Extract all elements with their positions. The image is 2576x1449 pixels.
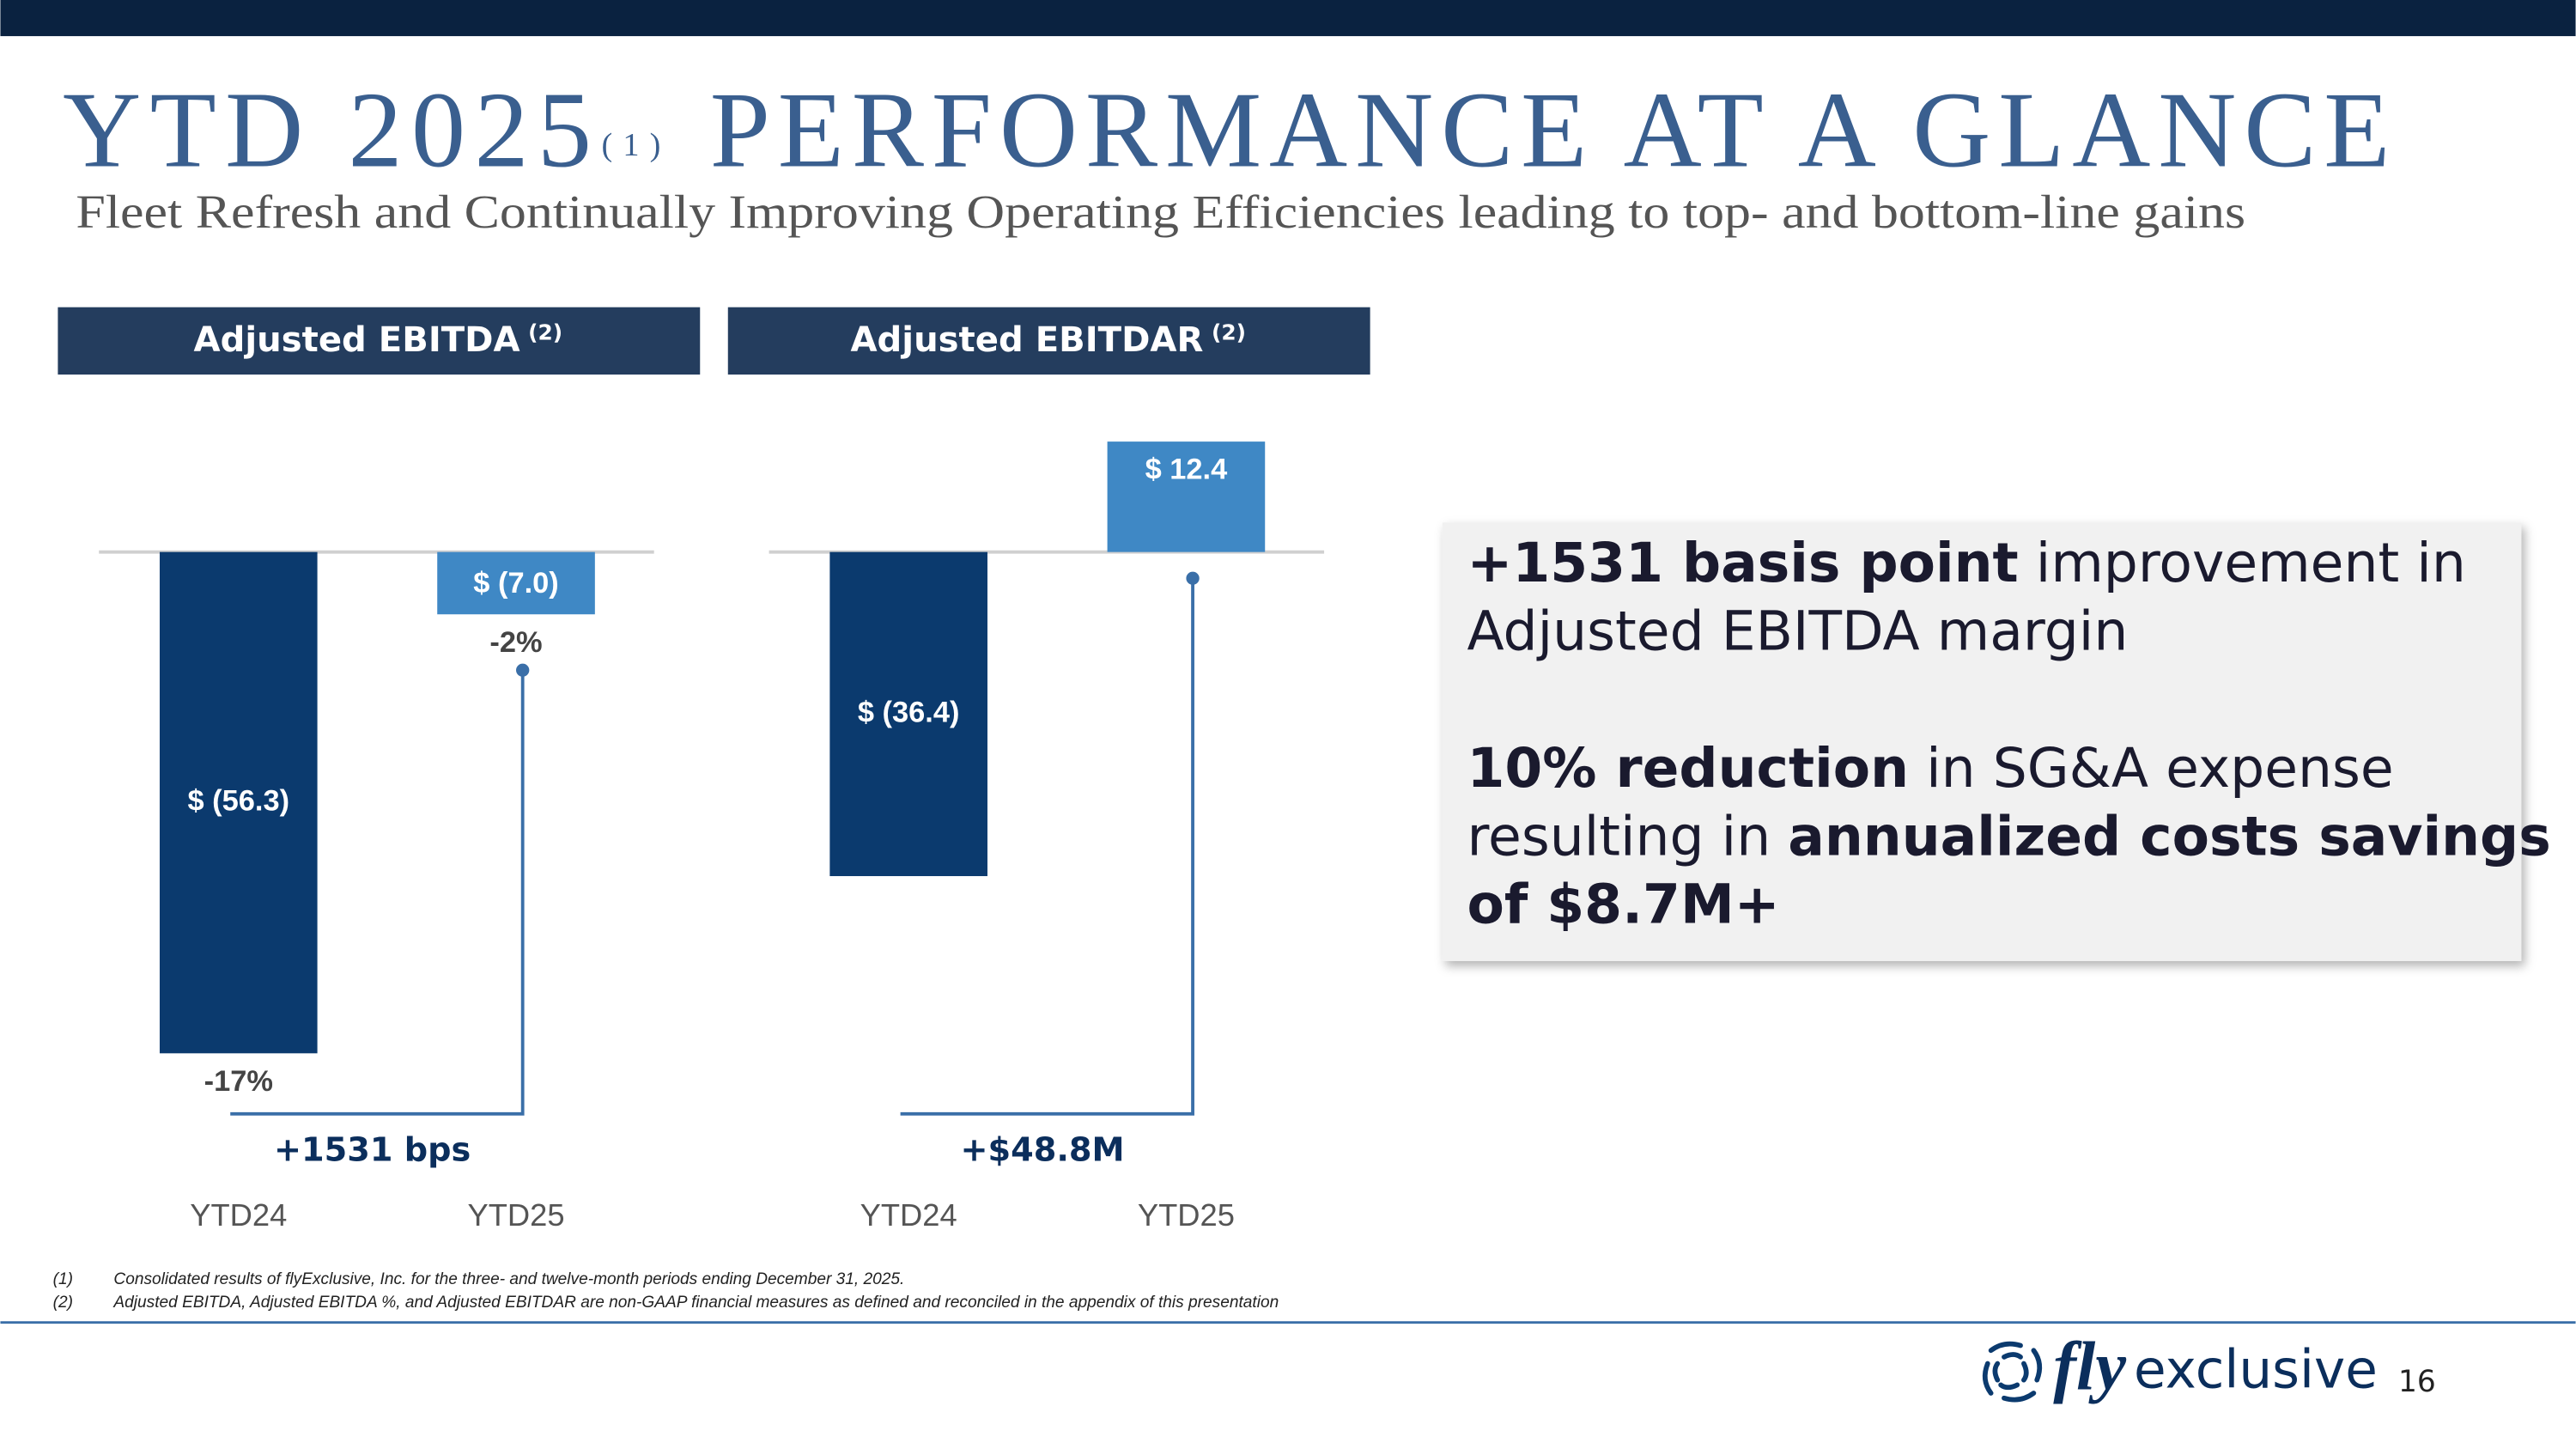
page-number: 16 <box>2398 1365 2436 1399</box>
callout-run: +1531 basis point <box>1467 531 2018 594</box>
callout-run: in SG&A expense <box>1909 736 2394 800</box>
title: YTD 2025 <box>63 70 592 190</box>
chart-title-text: Adjusted EBITDA <box>194 320 520 360</box>
top-bar <box>0 0 2576 37</box>
logo-icon <box>1982 1341 2043 1403</box>
chart-title-text: Adjusted EBITDAR <box>850 320 1203 360</box>
change-label: +1531 bps <box>274 1130 471 1169</box>
footnote: Consolidated results of flyExclusive, In… <box>113 1270 904 1288</box>
change-label: +$48.8M <box>960 1130 1124 1169</box>
x-tick-label: YTD25 <box>1138 1197 1235 1233</box>
callout-run: 10% reduction <box>1467 736 1909 800</box>
bar <box>159 551 318 1054</box>
callout: +1531 basis point improvement inAdjusted… <box>1467 531 2550 936</box>
footnote: Adjusted EBITDA, Adjusted EBITDA %, and … <box>112 1294 1279 1312</box>
chart-title-note: (2) <box>528 320 562 344</box>
change-bracket <box>900 578 1194 1116</box>
title: PERFORMANCE AT A GLANCE <box>710 70 2391 190</box>
x-tick-label: YTD24 <box>190 1197 287 1233</box>
value-label: $ (7.0) <box>473 567 558 600</box>
bar <box>437 551 595 615</box>
callout-run: improvement in <box>2019 531 2466 594</box>
footnote-mark: (1) <box>53 1270 73 1288</box>
margin-label: -2% <box>489 626 542 659</box>
callout-line: resulting in annualized costs savings <box>1467 804 2550 868</box>
callout-box <box>1442 522 2522 961</box>
callout-line: of $8.7M+ <box>1467 873 1779 936</box>
callout-line: +1531 basis point improvement in <box>1467 531 2465 594</box>
callout-run: annualized costs savings <box>1788 804 2551 868</box>
change-dot <box>516 663 530 677</box>
callout-run: of $8.7M+ <box>1467 873 1779 936</box>
callout-line: 10% reduction in SG&A expense <box>1467 736 2393 800</box>
bar <box>1107 441 1266 552</box>
logo-fly: fly <box>2053 1328 2126 1404</box>
footnote-mark: (2) <box>53 1294 73 1312</box>
value-label: $ 12.4 <box>1145 454 1228 486</box>
callout-line: Adjusted EBITDA margin <box>1467 599 2128 662</box>
charts: Adjusted EBITDA (2) $ (56.3) -17% YTD24 $ (7.… <box>58 307 1370 1233</box>
chart-title: Adjusted EBITDA (2) <box>194 320 563 360</box>
change-bracket <box>230 670 525 1116</box>
change-dot <box>1186 571 1200 585</box>
callout-run: Adjusted EBITDA margin <box>1467 599 2128 662</box>
value-label: $ (56.3) <box>187 785 289 818</box>
margin-label: -17% <box>204 1065 273 1098</box>
x-tick-label: YTD24 <box>860 1197 957 1233</box>
title-note: (1) <box>601 127 660 163</box>
chart-title: Adjusted EBITDAR (2) <box>850 320 1246 360</box>
subtitle: Fleet Refresh and Continually Improving … <box>76 186 2245 238</box>
callout-run: resulting in <box>1467 804 1788 868</box>
bar <box>829 551 987 877</box>
logo-text: exclusive <box>2134 1340 2378 1401</box>
chart-header <box>727 307 1370 375</box>
chart-header <box>58 307 701 375</box>
chart-title-note: (2) <box>1212 320 1246 344</box>
value-label: $ (36.4) <box>858 696 960 728</box>
x-tick-label: YTD25 <box>467 1197 564 1233</box>
